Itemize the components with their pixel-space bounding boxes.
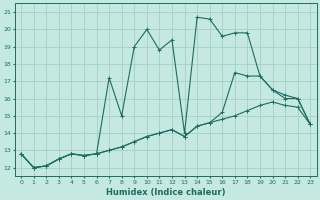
X-axis label: Humidex (Indice chaleur): Humidex (Indice chaleur) [106,188,225,197]
